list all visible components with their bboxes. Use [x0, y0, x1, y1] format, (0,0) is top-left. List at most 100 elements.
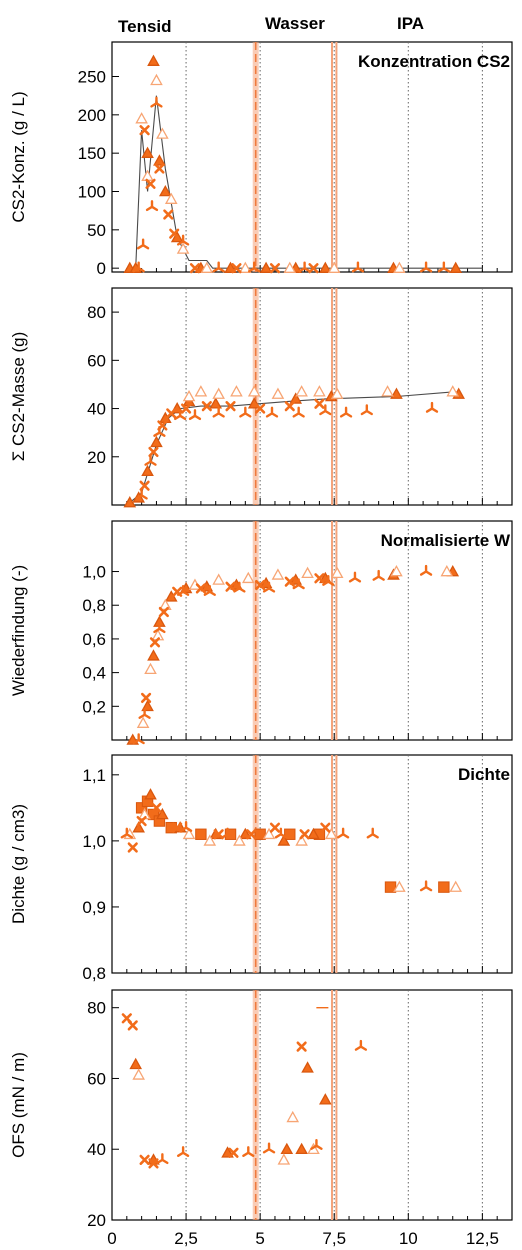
data-point-cross: [148, 446, 159, 458]
data-point-tripod: [239, 406, 252, 418]
data-point-cross: [231, 263, 242, 274]
data-point-tripod: [135, 488, 148, 500]
data-point-tripod: [153, 425, 166, 437]
y-tick-label: 250: [78, 68, 106, 87]
data-point-cross: [139, 480, 150, 491]
data-point-tripod: [248, 261, 261, 273]
data-point-triangle-open: [271, 387, 285, 399]
data-point-tripod: [336, 827, 350, 839]
data-point-cross: [145, 178, 156, 189]
data-point-triangle-open: [381, 385, 394, 397]
data-point-triangle-filled: [156, 807, 169, 820]
data-point-tripod: [351, 261, 365, 273]
data-point-cross: [136, 815, 147, 827]
data-point-triangle-open: [262, 827, 276, 840]
data-point-triangle-filled: [147, 649, 160, 661]
data-point-tripod: [319, 404, 332, 416]
data-point-tripod: [188, 409, 202, 421]
panel-title: Normalisierte W: [381, 531, 511, 550]
data-point-tripod: [322, 574, 335, 586]
data-point-cross: [139, 125, 150, 136]
series-cross: [127, 802, 331, 853]
data-point-cross: [149, 637, 161, 648]
data-point-triangle-filled: [301, 1061, 314, 1073]
data-point-triangle-open: [203, 834, 217, 846]
data-point-triangle-filled: [307, 827, 320, 840]
data-point-cross: [296, 1041, 307, 1052]
data-point-cross: [166, 408, 177, 419]
data-point-tripod: [292, 578, 305, 590]
y-tick-label: 0,4: [82, 664, 106, 683]
phase-lines: [252, 755, 338, 973]
y-tick-label: 20: [87, 448, 106, 467]
data-point-triangle-filled: [129, 1057, 143, 1070]
data-point-triangle-open: [446, 385, 460, 397]
data-point-triangle-open: [239, 261, 252, 273]
data-point-triangle-open: [241, 571, 255, 584]
data-point-tripod: [419, 261, 433, 273]
data-point-tripod: [150, 96, 163, 108]
y-tick-label: 200: [78, 106, 106, 125]
data-point-cross: [255, 403, 266, 414]
data-point-cross: [269, 263, 281, 274]
data-point-triangle-open: [393, 880, 406, 892]
data-point-tripod: [437, 261, 451, 273]
data-point-square-filled: [195, 828, 207, 840]
data-point-triangle-filled: [153, 154, 166, 166]
data-point-cross: [308, 263, 319, 274]
data-point-tripod: [176, 585, 190, 596]
series-tripod: [156, 1039, 368, 1165]
y-tick-label: 100: [78, 183, 106, 202]
data-point-triangle-open: [327, 261, 341, 273]
y-tick-label: 150: [78, 144, 106, 163]
data-point-square-filled: [284, 828, 296, 840]
phase-lines: [252, 521, 338, 740]
data-point-tripod: [203, 585, 216, 596]
data-point-tripod: [425, 401, 439, 413]
header-ipa: IPA: [397, 14, 424, 33]
data-point-cross: [158, 606, 169, 618]
data-point-tripod: [348, 571, 362, 583]
y-tick-label: 1,0: [82, 563, 106, 582]
data-point-triangle-filled: [390, 387, 403, 399]
data-point-tripod: [339, 406, 353, 418]
y-axis-label: Dichte (g / cm3): [9, 804, 28, 924]
data-point-triangle-filled: [147, 54, 160, 66]
data-point-tripod: [156, 1153, 169, 1165]
data-point-triangle-open: [230, 385, 243, 397]
data-point-cross: [314, 398, 325, 409]
data-point-triangle-filled: [132, 821, 145, 833]
series-tripod: [120, 820, 433, 892]
data-point-triangle-open: [233, 834, 246, 846]
data-point-cross: [225, 581, 236, 592]
data-point-tripod: [136, 238, 150, 250]
y-tick-label: 1,1: [82, 766, 106, 785]
data-point-triangle-open: [301, 566, 314, 579]
data-point-cross: [269, 822, 281, 833]
x-tick-label: 7,5: [322, 1229, 346, 1248]
data-point-cross: [154, 163, 165, 174]
data-point-triangle-open: [132, 1068, 145, 1080]
y-axis-label: Σ CS2-Masse (g): [9, 332, 28, 462]
data-point-triangle-filled: [159, 184, 172, 197]
data-point-triangle-filled: [449, 261, 463, 273]
data-point-tripod: [145, 200, 159, 212]
series-square-filled: [135, 795, 450, 893]
y-tick-label: 80: [87, 303, 106, 322]
data-point-cross: [127, 1020, 138, 1031]
data-point-triangle-open: [390, 565, 403, 577]
data-point-triangle-open: [135, 112, 148, 124]
data-point-tripod: [233, 581, 246, 593]
data-point-triangle-filled: [144, 788, 157, 800]
panel-1: 0 50 100 150 200 250 CS2-Konz. (g / L) Konzentr…: [9, 41, 513, 278]
data-point-square-filled: [438, 881, 450, 893]
data-point-cross: [180, 403, 192, 414]
panel-title: Konzentration CS2: [358, 52, 510, 71]
data-point-cross: [299, 829, 310, 840]
data-point-triangle-filled: [280, 1142, 294, 1155]
plot-frame: [111, 520, 513, 741]
data-point-cross: [284, 576, 295, 587]
data-point-square-filled: [135, 802, 148, 814]
data-point-tripod: [419, 564, 433, 576]
plot-frame: [111, 989, 513, 1221]
